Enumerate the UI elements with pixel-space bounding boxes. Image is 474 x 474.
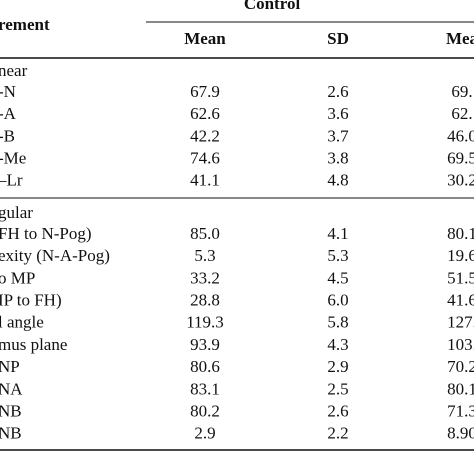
row-label: mus plane <box>0 335 67 354</box>
cell: 5.8 <box>327 313 348 332</box>
cell: 5.3 <box>327 246 348 265</box>
cell: 80.1 <box>447 379 474 398</box>
row-label: NB <box>0 402 22 421</box>
cell: 119.3 <box>186 313 224 332</box>
row-label: NA <box>0 379 23 398</box>
cell: 5.3 <box>194 246 215 265</box>
cell: 83.1 <box>190 379 220 398</box>
group-header: Control <box>244 0 301 13</box>
cell: 6.0 <box>327 291 348 310</box>
row-label: -A <box>0 104 17 123</box>
column-header: Mea <box>446 29 474 48</box>
cell: 67.9 <box>190 82 220 101</box>
cell: 8.90 <box>447 424 474 443</box>
cell: 80.1 <box>447 224 474 243</box>
cell: 3.7 <box>327 126 349 145</box>
cell: 3.6 <box>327 104 348 123</box>
cell: 46.0 <box>447 126 474 145</box>
row-label: FH to N-Pog) <box>0 224 92 243</box>
cell: 28.8 <box>190 291 220 310</box>
cell: 19.6 <box>447 246 474 265</box>
cell: 2.6 <box>327 82 348 101</box>
cell: 69. <box>451 82 472 101</box>
row-label: exity (N-A-Pog) <box>0 246 110 265</box>
row-label: -B <box>0 126 15 145</box>
cell: 4.1 <box>327 224 348 243</box>
cell: 2.6 <box>327 402 348 421</box>
cell: 4.8 <box>327 171 348 190</box>
cell: 127. <box>447 313 474 332</box>
cell: 71.3 <box>447 402 474 421</box>
cell: 69.5 <box>447 149 474 168</box>
measurement-header: rement <box>0 15 50 34</box>
row-label: l angle <box>0 313 44 332</box>
cell: 74.6 <box>190 149 220 168</box>
cell: 62. <box>451 104 472 123</box>
cell: 2.9 <box>194 424 215 443</box>
cell: 42.2 <box>190 126 220 145</box>
cell: 30.2 <box>447 171 474 190</box>
cell: 41.6 <box>447 291 474 310</box>
row-label: NP <box>0 357 20 376</box>
cell: 33.2 <box>190 268 220 287</box>
cell: 41.1 <box>190 171 220 190</box>
cell: 2.5 <box>327 379 348 398</box>
section-title: near <box>0 61 28 80</box>
cell: 85.0 <box>190 224 220 243</box>
section-title: gular <box>0 203 33 222</box>
cell: 93.9 <box>190 335 220 354</box>
cell: 3.8 <box>327 149 348 168</box>
row-label: o MP <box>0 268 35 287</box>
cell: 103. <box>447 335 474 354</box>
cell: 51.5 <box>447 268 474 287</box>
cell: 4.5 <box>327 268 348 287</box>
row-label: –Lr <box>0 171 23 190</box>
row-label: IP to FH) <box>0 291 62 310</box>
cell: 70.2 <box>447 357 474 376</box>
cell: 62.6 <box>190 104 220 123</box>
cell: 80.2 <box>190 402 220 421</box>
row-label: NB <box>0 424 22 443</box>
cell: 2.2 <box>327 424 348 443</box>
column-header: Mean <box>184 29 226 48</box>
row-label: -N <box>0 82 16 101</box>
cell: 4.3 <box>327 335 348 354</box>
column-header: SD <box>327 29 349 48</box>
row-label: -Me <box>0 149 26 168</box>
cell: 80.6 <box>190 357 220 376</box>
cell: 2.9 <box>327 357 348 376</box>
